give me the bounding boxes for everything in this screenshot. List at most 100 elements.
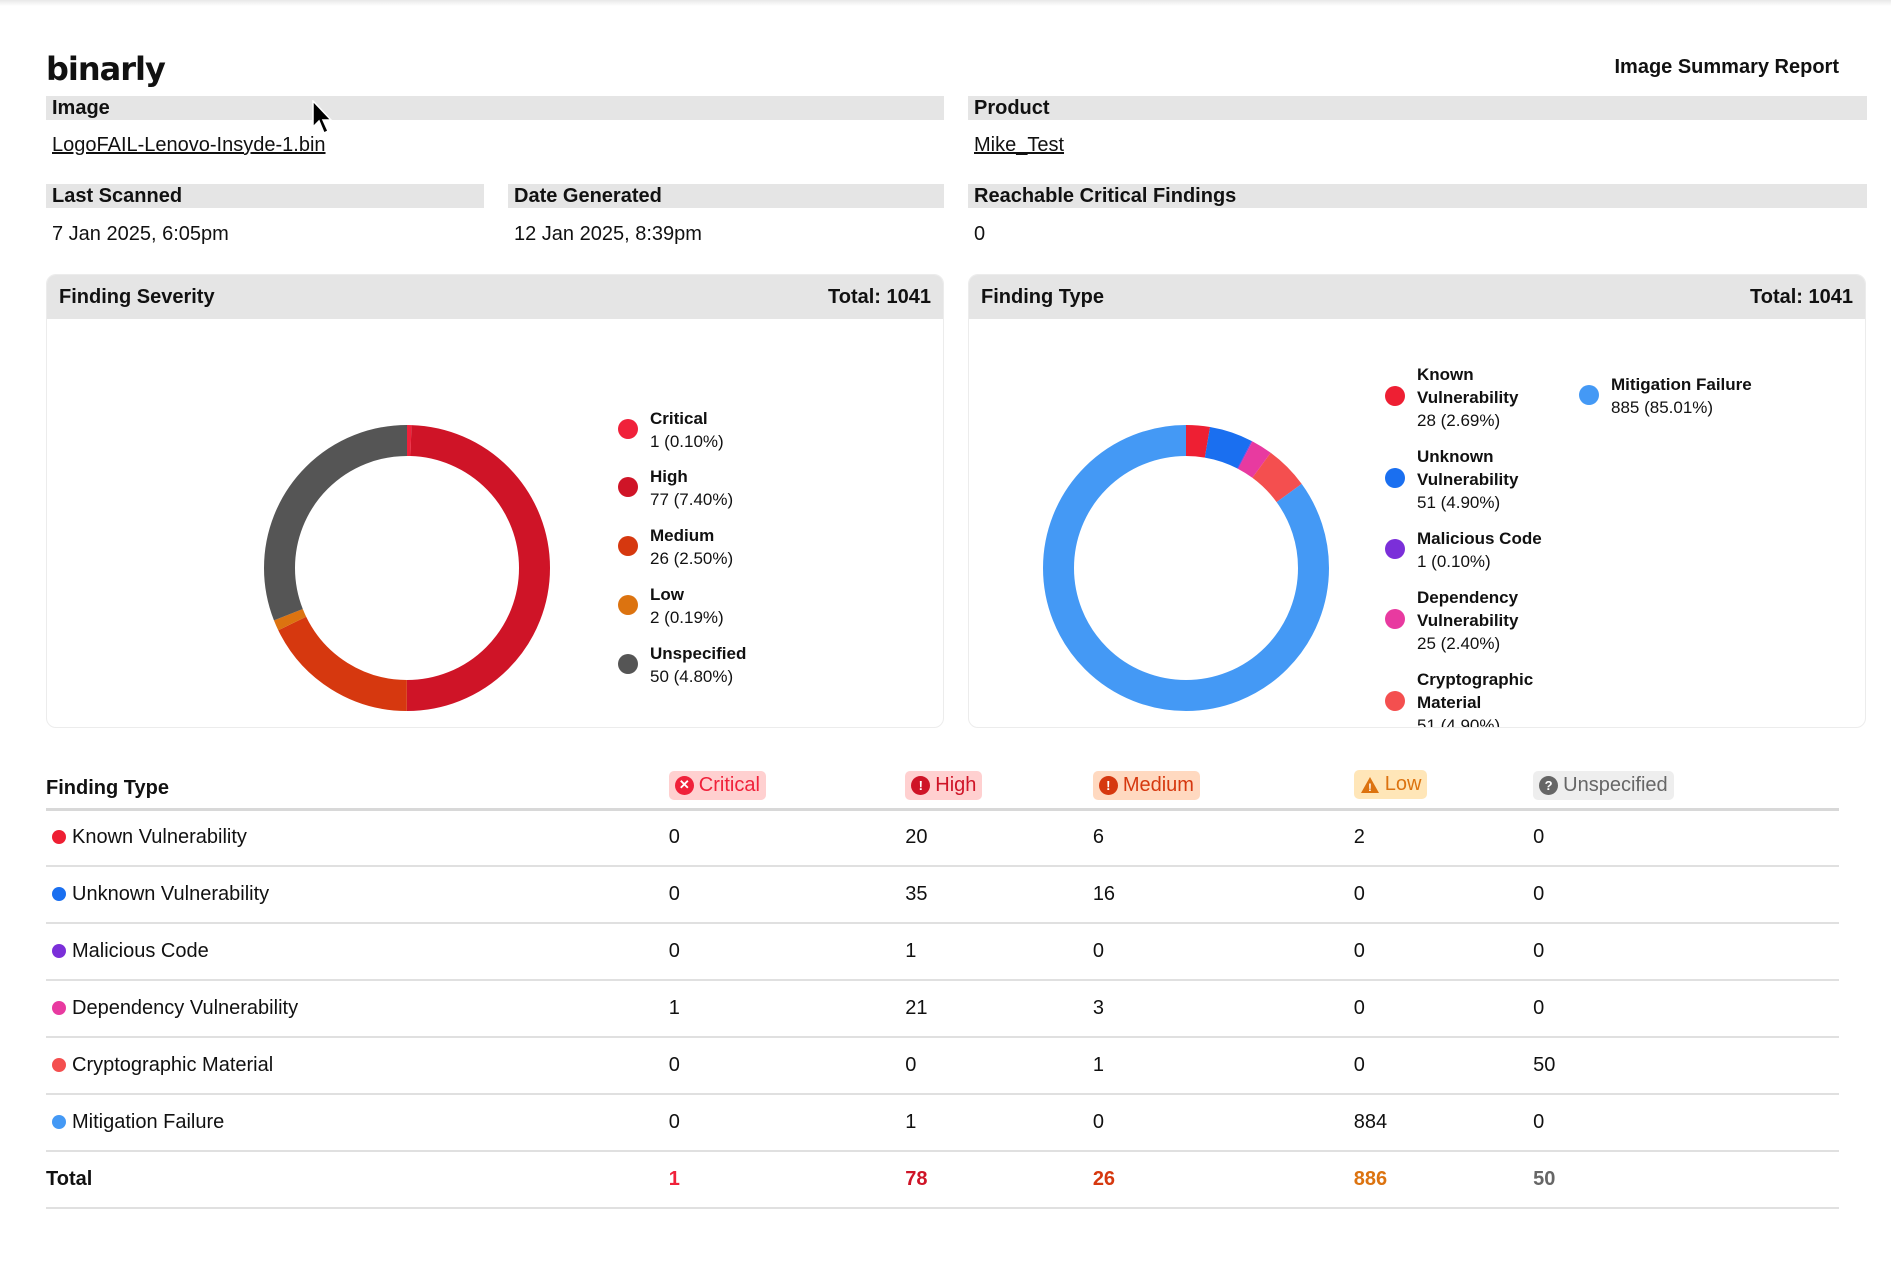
total-label: Total: [46, 1151, 669, 1209]
severity-badge: ? Unspecified: [1533, 770, 1674, 800]
type-dot-icon: [52, 1058, 66, 1072]
mouse-cursor-icon: [312, 100, 333, 135]
product-label: Product: [968, 96, 1867, 120]
badge-label: Low: [1384, 773, 1422, 795]
cell-unspecified: 0: [1533, 866, 1839, 924]
x-circle-icon: ✕: [674, 775, 694, 795]
total-critical: 1: [668, 1151, 906, 1209]
card-total: Total: 1041: [828, 285, 931, 308]
cell-high: 35: [905, 866, 1093, 924]
table-row: Unknown Vulnerability 0 35 16 0 0: [46, 866, 1839, 924]
image-link[interactable]: LogoFAIL-Lenovo-Insyde-1.bin: [52, 134, 326, 156]
table-row: Known Vulnerability 0 20 6 2 0: [46, 809, 1839, 867]
legend-dot-icon: [1385, 539, 1405, 559]
cell-medium: 6: [1092, 809, 1354, 867]
cell-critical: 0: [668, 866, 906, 924]
reachable-critical-value: 0: [974, 223, 986, 245]
legend-dot-icon: [1579, 385, 1599, 405]
legend-name: Unknown Vulnerability: [1417, 447, 1519, 489]
badge-label: Critical: [698, 773, 760, 796]
donut-slice-high[interactable]: [264, 425, 550, 711]
finding-severity-card: Finding Severity Total: 1041 Critical 1 (0…: [46, 274, 944, 728]
cell-unspecified: 0: [1533, 980, 1839, 1038]
date-generated-value: 12 Jan 2025, 8:39pm: [514, 223, 702, 245]
total-high: 78: [905, 1151, 1093, 1209]
column-header-low: ! Low: [1353, 758, 1534, 811]
cell-critical: 1: [668, 980, 906, 1038]
badge-label: Unspecified: [1563, 773, 1668, 796]
total-unspecified: 50: [1533, 1151, 1839, 1209]
total-low: 886: [1353, 1151, 1534, 1209]
exclamation-icon: !: [911, 775, 931, 795]
cell-low: 0: [1353, 866, 1534, 924]
type-dot-icon: [52, 1115, 66, 1129]
legend-name: Malicious Code: [1417, 529, 1542, 548]
row-name: Cryptographic Material: [72, 1054, 274, 1076]
last-scanned-value: 7 Jan 2025, 6:05pm: [52, 223, 229, 245]
last-scanned-label: Last Scanned: [46, 184, 484, 208]
binarly-logo: binarly: [46, 50, 166, 88]
total-row: Total 1 78 26 886 50: [46, 1151, 1839, 1209]
legend-dot-icon: [1385, 609, 1405, 629]
legend-dot-icon: [618, 477, 638, 497]
type-donut: [1043, 425, 1329, 711]
table-row: Mitigation Failure 0 1 0 884 0: [46, 1094, 1839, 1152]
cell-medium: 0: [1092, 923, 1354, 981]
legend-name: Low: [650, 585, 684, 604]
column-header-high: ! High: [905, 758, 1093, 811]
legend-dot-icon: [618, 536, 638, 556]
legend-item-critical: Critical 1 (0.10%): [618, 407, 724, 453]
card-title: Finding Type: [981, 285, 1104, 308]
legend-dot-icon: [618, 654, 638, 674]
cell-critical: 0: [668, 1094, 906, 1152]
cell-critical: 0: [668, 1037, 906, 1095]
table-row: Malicious Code 0 1 0 0 0: [46, 923, 1839, 981]
severity-donut: [264, 425, 550, 711]
cell-low: 0: [1353, 1037, 1534, 1095]
cell-medium: 3: [1092, 980, 1354, 1038]
column-header-unspecified: ? Unspecified: [1533, 758, 1839, 811]
column-header-medium: ! Medium: [1092, 758, 1354, 811]
row-label: Unknown Vulnerability: [46, 866, 669, 924]
date-generated-label: Date Generated: [508, 184, 944, 208]
cell-high: 20: [905, 809, 1093, 867]
severity-badge: ! High: [905, 770, 983, 800]
cell-low: 0: [1353, 980, 1534, 1038]
type-dot-icon: [52, 830, 66, 845]
report-title: Image Summary Report: [1614, 56, 1839, 78]
legend-value: 28 (2.69%): [1417, 411, 1501, 430]
reachable-critical-label: Reachable Critical Findings: [968, 184, 1867, 208]
legend-name: Mitigation Failure: [1611, 375, 1752, 394]
donut-slice-mitigation-failure[interactable]: [1043, 425, 1329, 711]
cell-critical: 0: [668, 923, 906, 981]
legend-value: 77 (7.40%): [650, 490, 734, 509]
legend-name: Unspecified: [650, 644, 747, 663]
cell-medium: 16: [1092, 866, 1354, 924]
cell-unspecified: 50: [1533, 1037, 1839, 1095]
donut-slice-unspecified[interactable]: [264, 425, 550, 711]
legend-item-medium: Medium 26 (2.50%): [618, 524, 734, 570]
type-dot-icon: [52, 1001, 66, 1015]
row-name: Known Vulnerability: [72, 826, 247, 849]
cell-medium: 0: [1092, 1094, 1354, 1152]
legend-item-high: High 77 (7.40%): [618, 465, 734, 511]
legend-item-dependency-vulnerability: Dependency Vulnerability 25 (2.40%): [1385, 586, 1547, 655]
legend-value: 26 (2.50%): [650, 549, 734, 568]
cell-low: 2: [1353, 809, 1534, 867]
cell-unspecified: 0: [1533, 923, 1839, 981]
legend-item-low: Low 2 (0.19%): [618, 583, 724, 629]
severity-badge: ✕ Critical: [668, 770, 766, 800]
severity-badge: ! Low: [1353, 770, 1428, 799]
legend-dot-icon: [1385, 386, 1405, 406]
row-name: Malicious Code: [72, 940, 209, 962]
legend-value: 51 (4.90%): [1417, 493, 1501, 512]
severity-badge: ! Medium: [1092, 770, 1200, 800]
legend-item-unspecified: Unspecified 50 (4.80%): [618, 642, 747, 688]
legend-item-malicious-code: Malicious Code 1 (0.10%): [1385, 527, 1577, 573]
legend-value: 885 (85.01%): [1611, 398, 1714, 417]
row-label: Dependency Vulnerability: [46, 980, 669, 1038]
product-link[interactable]: Mike_Test: [974, 134, 1065, 156]
legend-name: High: [650, 467, 688, 486]
row-label: Cryptographic Material: [46, 1037, 669, 1095]
legend-name: Critical: [650, 409, 708, 428]
